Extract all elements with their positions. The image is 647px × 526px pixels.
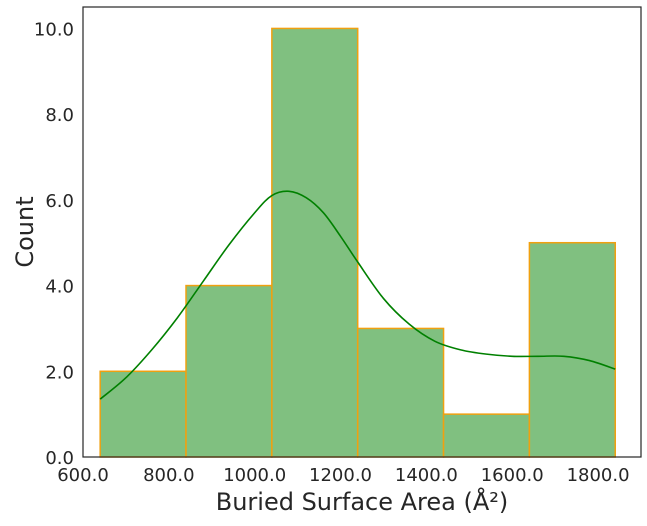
y-axis-ticks: 0.0 2.0 4.0 6.0 8.0 10.0: [34, 19, 74, 469]
y-tick-label: 6.0: [45, 191, 74, 212]
histogram-bar: [442, 413, 531, 458]
x-tick-label: 1400.0: [395, 465, 458, 486]
x-axis-ticks: 600.0 800.0 1000.0 1200.0 1400.0 1600.0 1800.0: [57, 465, 629, 486]
histogram-bar: [185, 284, 273, 458]
kde-line: [99, 190, 616, 400]
x-tick-label: 600.0: [57, 465, 109, 486]
x-axis-label: Buried Surface Area (Å²): [216, 487, 509, 516]
x-tick-label: 800.0: [143, 465, 195, 486]
y-axis-label: Count: [11, 196, 39, 267]
histogram-bar: [271, 27, 359, 458]
histogram-bar: [99, 370, 187, 458]
plot-frame: [82, 6, 642, 458]
y-tick-label: 8.0: [45, 105, 74, 126]
bars-layer: [99, 27, 616, 458]
histogram-bar: [528, 241, 616, 458]
histogram-bar: [356, 327, 445, 458]
y-tick-label: 0.0: [45, 448, 74, 469]
y-tick-label: 10.0: [34, 19, 74, 40]
x-tick-label: 1200.0: [309, 465, 372, 486]
y-tick-label: 2.0: [45, 362, 74, 383]
x-tick-label: 1600.0: [481, 465, 544, 486]
kde-layer: [99, 190, 616, 400]
x-tick-label: 1000.0: [223, 465, 286, 486]
x-tick-label: 1800.0: [567, 465, 630, 486]
y-tick-label: 4.0: [45, 277, 74, 298]
